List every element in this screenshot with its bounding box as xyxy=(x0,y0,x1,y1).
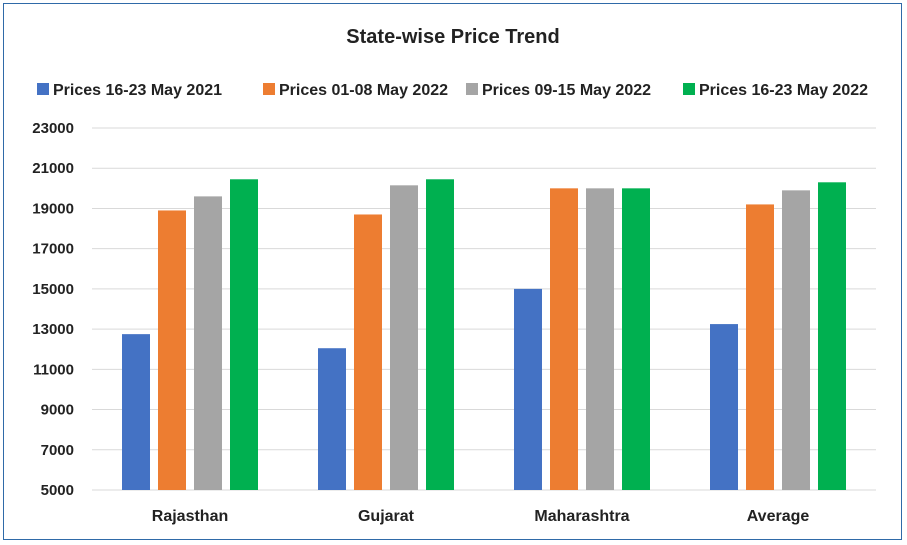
bar xyxy=(710,324,738,490)
bar-group xyxy=(122,179,258,491)
bar xyxy=(782,190,810,490)
legend-label: Prices 01-08 May 2022 xyxy=(279,82,448,99)
y-tick-label: 11000 xyxy=(33,361,74,378)
bar-group xyxy=(710,182,846,491)
legend: Prices 16-23 May 2021 Prices 01-08 May 20… xyxy=(37,82,868,99)
y-tick-label: 21000 xyxy=(32,160,74,177)
legend-item: Prices 16-23 May 2021 xyxy=(37,82,222,99)
legend-item: Prices 09-15 May 2022 xyxy=(466,82,651,99)
y-axis: 5000 7000 9000 11000 13000 15000 17000 19000 210… xyxy=(32,120,74,499)
bar xyxy=(426,179,454,491)
bar xyxy=(586,188,614,491)
x-axis: Rajasthan Gujarat Maharashtra Average xyxy=(152,508,810,525)
y-tick-label: 23000 xyxy=(32,120,74,137)
x-tick-label: Maharashtra xyxy=(534,508,629,525)
bar xyxy=(354,214,382,490)
legend-label: Prices 16-23 May 2022 xyxy=(699,82,868,99)
y-tick-label: 5000 xyxy=(41,482,74,499)
x-tick-label: Rajasthan xyxy=(152,508,228,525)
bar xyxy=(746,204,774,490)
bar xyxy=(230,179,258,491)
chart-title: State-wise Price Trend xyxy=(346,26,559,48)
legend-swatch xyxy=(37,83,49,95)
legend-item: Prices 01-08 May 2022 xyxy=(263,82,448,99)
y-tick-label: 19000 xyxy=(32,200,74,217)
bar-group xyxy=(514,188,650,491)
gridlines xyxy=(92,127,876,491)
bar xyxy=(550,188,578,491)
x-tick-label: Average xyxy=(747,508,810,525)
bars xyxy=(122,179,846,491)
bar xyxy=(390,185,418,491)
y-tick-label: 9000 xyxy=(41,402,74,419)
legend-label: Prices 09-15 May 2022 xyxy=(482,82,651,99)
bar-group xyxy=(318,179,454,491)
bar xyxy=(318,348,346,490)
y-tick-label: 15000 xyxy=(32,281,74,298)
legend-swatch xyxy=(263,83,275,95)
x-tick-label: Gujarat xyxy=(358,508,415,525)
legend-swatch xyxy=(466,83,478,95)
y-tick-label: 7000 xyxy=(41,442,74,459)
bar xyxy=(622,188,650,491)
bar xyxy=(818,182,846,491)
bar xyxy=(122,334,150,490)
y-tick-label: 17000 xyxy=(32,241,74,258)
legend-label: Prices 16-23 May 2021 xyxy=(53,82,222,99)
bar xyxy=(514,288,542,490)
bar xyxy=(194,196,222,490)
y-tick-label: 13000 xyxy=(32,321,74,338)
legend-item: Prices 16-23 May 2022 xyxy=(683,82,868,99)
legend-swatch xyxy=(683,83,695,95)
bar xyxy=(158,210,186,490)
